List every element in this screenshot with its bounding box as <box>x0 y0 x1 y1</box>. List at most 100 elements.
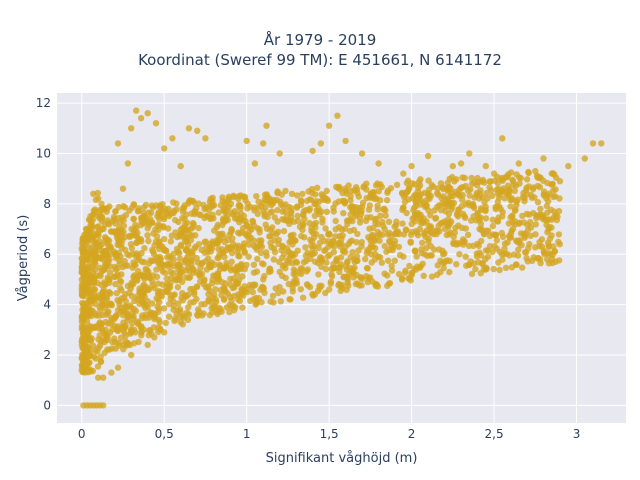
data-point <box>510 251 518 258</box>
data-point <box>337 287 344 295</box>
data-point <box>515 246 522 253</box>
data-point <box>95 336 102 343</box>
data-point <box>189 197 197 205</box>
data-point <box>163 288 170 295</box>
data-point <box>342 137 349 145</box>
data-point <box>483 189 490 197</box>
data-point <box>240 292 247 299</box>
data-point <box>181 215 188 223</box>
data-point <box>545 198 552 205</box>
data-point <box>234 265 241 272</box>
data-point <box>219 230 226 237</box>
y-axis-label: Vågperiod (s) <box>16 215 31 302</box>
data-point <box>523 176 531 183</box>
data-point <box>230 192 237 199</box>
data-point <box>120 203 127 210</box>
data-point <box>104 217 112 224</box>
data-point <box>430 183 437 191</box>
data-point <box>107 320 115 327</box>
data-point <box>377 254 384 261</box>
data-point <box>137 236 145 243</box>
data-point <box>289 281 296 288</box>
data-point <box>333 257 340 265</box>
data-point <box>286 250 294 257</box>
data-point <box>172 229 179 236</box>
data-point <box>148 300 156 307</box>
data-point <box>130 201 137 208</box>
data-point <box>103 311 110 318</box>
data-point <box>504 173 511 180</box>
data-point <box>501 240 509 247</box>
data-point <box>405 196 412 203</box>
data-point <box>236 219 243 226</box>
data-point <box>506 188 513 196</box>
data-point <box>512 206 519 213</box>
data-point <box>486 243 494 250</box>
data-point <box>464 187 472 194</box>
data-point <box>118 241 125 248</box>
data-point <box>280 227 288 235</box>
data-point <box>537 256 544 263</box>
data-point <box>380 206 387 213</box>
data-point <box>273 230 280 238</box>
data-point <box>145 286 152 294</box>
data-point <box>453 211 461 218</box>
data-point <box>555 231 563 238</box>
data-point <box>371 250 379 258</box>
data-point <box>482 215 490 222</box>
data-point <box>271 249 279 256</box>
data-point <box>530 184 537 191</box>
data-point <box>269 292 277 300</box>
data-point <box>170 262 177 270</box>
data-point <box>185 291 192 298</box>
data-point <box>364 247 371 254</box>
data-point <box>154 303 161 310</box>
data-point <box>145 260 153 267</box>
data-point <box>400 170 407 177</box>
data-point <box>523 255 530 262</box>
data-point <box>299 190 306 198</box>
data-point <box>104 236 112 244</box>
data-point <box>381 242 388 250</box>
data-point <box>254 255 261 263</box>
data-point <box>274 207 281 214</box>
data-point <box>165 263 173 271</box>
data-point <box>417 201 424 208</box>
data-point <box>496 248 504 256</box>
data-point <box>384 189 391 196</box>
data-point <box>407 238 414 245</box>
data-point <box>211 227 218 234</box>
x-axis-label: Signifikant våghöjd (m) <box>266 451 418 466</box>
data-point <box>530 254 537 261</box>
data-point <box>156 288 163 295</box>
data-point <box>491 177 499 184</box>
data-point <box>120 319 127 326</box>
data-point <box>368 191 375 198</box>
data-point <box>101 266 108 273</box>
data-point <box>91 258 99 265</box>
data-point <box>175 266 182 273</box>
data-point <box>156 215 163 223</box>
data-point <box>449 162 456 170</box>
data-point <box>175 300 182 307</box>
data-point <box>299 294 307 301</box>
data-point <box>241 249 248 256</box>
data-point <box>473 253 481 260</box>
data-point <box>274 188 281 195</box>
data-point <box>231 208 239 215</box>
data-point <box>461 238 468 245</box>
data-point <box>198 246 205 254</box>
data-point <box>321 247 328 255</box>
data-point <box>249 218 257 225</box>
data-point <box>425 177 432 184</box>
data-point <box>331 243 338 250</box>
data-point <box>465 199 472 206</box>
data-point <box>87 309 94 317</box>
data-point <box>141 245 148 252</box>
data-point <box>81 356 89 364</box>
x-tick-label: 3 <box>573 427 581 441</box>
data-point <box>258 260 266 267</box>
data-point <box>144 110 151 117</box>
data-point <box>83 276 90 283</box>
data-point <box>495 194 503 202</box>
